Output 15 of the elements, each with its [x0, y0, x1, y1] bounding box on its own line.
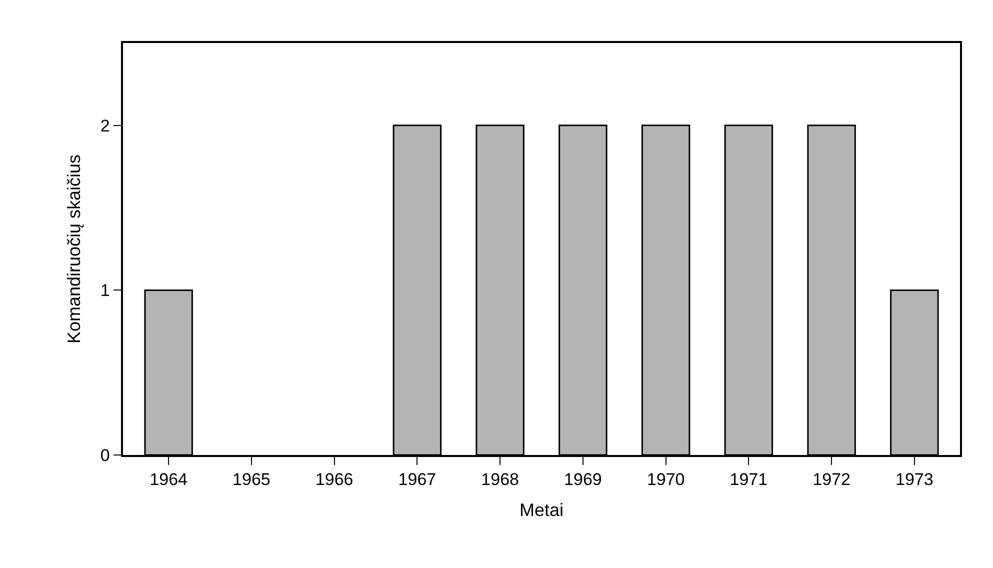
y-tick-label: 1 [100, 281, 110, 300]
x-tick-label: 1969 [564, 470, 602, 490]
y-tick-label: 2 [100, 116, 110, 136]
x-tick-label: 1970 [646, 470, 685, 490]
x-tick-label: 1967 [398, 470, 436, 490]
x-axis-title: Metai [519, 500, 564, 520]
x-tick-label: 1968 [481, 470, 519, 490]
x-tick-label: 1964 [150, 470, 188, 490]
x-tick-label: 1966 [315, 470, 354, 490]
x-tick-label: 1971 [730, 470, 768, 490]
x-tick-label: 1972 [812, 470, 850, 490]
y-axis-title: Komandiruočių skaičius [64, 154, 84, 344]
x-tick-label: 1965 [232, 470, 270, 490]
x-tick-label: 1973 [896, 470, 934, 490]
y-tick-label: 0 [100, 446, 110, 465]
